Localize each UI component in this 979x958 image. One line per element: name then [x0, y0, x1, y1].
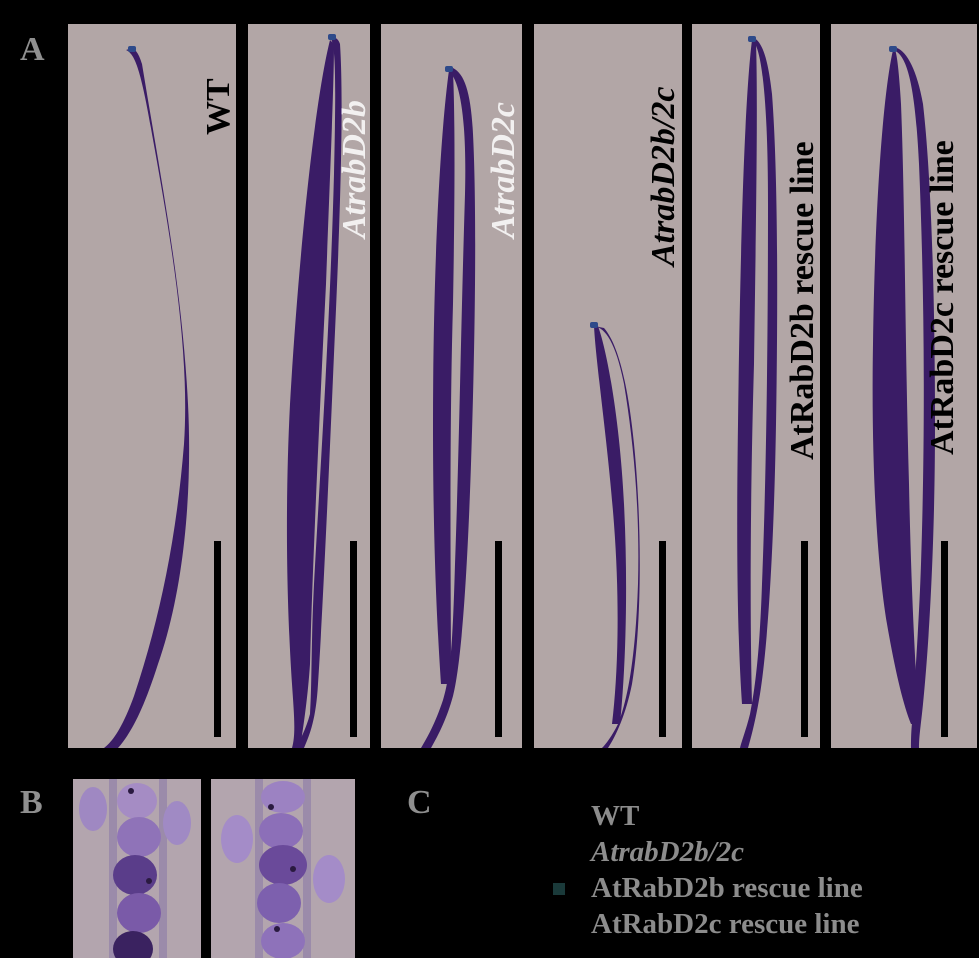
scale-bar	[659, 541, 666, 737]
silique-image	[421, 66, 476, 748]
legend-item-wt: WT	[591, 798, 863, 834]
silique-panel-atrabd2b-rescue: AtRabD2b rescue line	[692, 24, 820, 748]
silique-image	[590, 322, 640, 748]
legend-label: AtRabD2b rescue line	[591, 872, 863, 904]
silique-image	[737, 36, 778, 748]
legend-label: AtRabD2c rescue line	[591, 908, 860, 940]
legend-label: AtrabD2b/2c	[591, 836, 745, 868]
seed-panel-2	[211, 779, 355, 958]
legend-marker	[553, 883, 565, 895]
scale-bar	[214, 541, 221, 737]
silique-panel-atrabd2c-rescue: AtRabD2c rescue line	[831, 24, 977, 748]
silique-panel-atrabd2b-2c: AtrabD2b/2c	[534, 24, 682, 748]
legend: WT AtrabD2b/2c AtRabD2b rescue line AtRa…	[553, 798, 863, 942]
panel-label-atrabd2b-2c: AtrabD2b/2c	[645, 86, 682, 266]
seed-image	[221, 779, 345, 958]
panel-letter-a: A	[20, 31, 45, 68]
scale-bar	[941, 541, 948, 737]
scale-bar	[801, 541, 808, 737]
silique-image	[872, 46, 935, 748]
panel-label-atrabd2b-rescue: AtRabD2b rescue line	[784, 141, 820, 460]
legend-label: WT	[591, 800, 640, 832]
silique-image	[104, 46, 190, 748]
legend-item-atrabd2b-2c: AtrabD2b/2c	[591, 834, 863, 870]
panel-label-wt: WT	[200, 78, 236, 135]
scale-bar	[350, 541, 357, 737]
panel-label-atrabd2b: AtrabD2b	[336, 100, 370, 238]
seed-panel-1	[73, 779, 201, 958]
silique-panel-wt: WT	[68, 24, 236, 748]
panel-label-atrabd2c: AtrabD2c	[485, 102, 522, 238]
scale-bar	[495, 541, 502, 737]
panel-letter-c: C	[407, 784, 432, 821]
panel-letter-b: B	[20, 784, 43, 821]
legend-item-atrabd2b-rescue: AtRabD2b rescue line	[553, 870, 863, 906]
legend-item-atrabd2c-rescue: AtRabD2c rescue line	[591, 906, 863, 942]
panel-label-atrabd2c-rescue: AtRabD2c rescue line	[924, 140, 961, 455]
silique-panel-atrabd2b: AtrabD2b	[248, 24, 370, 748]
silique-panel-atrabd2c: AtrabD2c	[381, 24, 522, 748]
silique-image	[286, 34, 342, 748]
seed-image	[79, 779, 191, 958]
